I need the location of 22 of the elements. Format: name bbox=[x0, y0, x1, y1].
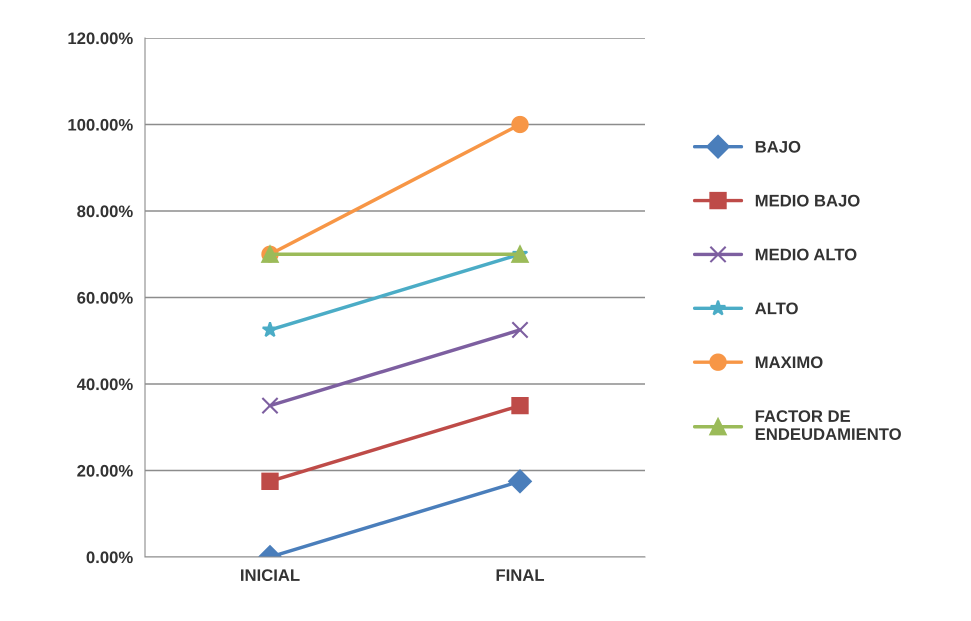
point bbox=[511, 116, 529, 134]
point bbox=[511, 321, 529, 339]
legend-label: FACTOR DE ENDEUDAMIENTO bbox=[756, 410, 901, 440]
point bbox=[261, 396, 279, 414]
x-tick-label: INICIAL bbox=[241, 569, 300, 582]
point bbox=[508, 469, 532, 494]
y-tick-label: 100.00% bbox=[68, 118, 133, 131]
legend-label: MEDIO ALTO bbox=[756, 248, 856, 260]
legend-label: MAXIMO bbox=[756, 356, 823, 368]
point bbox=[262, 321, 278, 338]
legend-label: ALTO bbox=[755, 302, 798, 314]
x-tick-label: FINAL bbox=[496, 569, 544, 581]
legend-label: MEDIO BAJO bbox=[756, 194, 860, 207]
y-tick-label: 80.00% bbox=[77, 205, 133, 218]
y-tick-label: 0.00% bbox=[86, 551, 133, 564]
point bbox=[511, 396, 529, 414]
legend-label: BAJO bbox=[756, 140, 800, 153]
y-tick-label: 120.00% bbox=[68, 32, 133, 44]
y-tick-label: 20.00% bbox=[77, 464, 133, 477]
y-tick-label: 60.00% bbox=[77, 292, 133, 304]
point bbox=[261, 472, 279, 490]
y-tick-label: 40.00% bbox=[76, 378, 133, 390]
